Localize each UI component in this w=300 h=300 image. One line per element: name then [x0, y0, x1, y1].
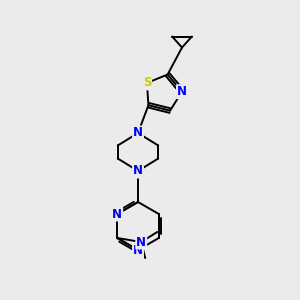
Text: N: N — [177, 85, 187, 98]
Text: S: S — [142, 76, 151, 89]
Text: N: N — [136, 236, 146, 248]
Text: N: N — [133, 244, 143, 256]
Text: N: N — [133, 164, 143, 178]
Text: N: N — [133, 127, 143, 140]
Text: N: N — [112, 208, 122, 220]
